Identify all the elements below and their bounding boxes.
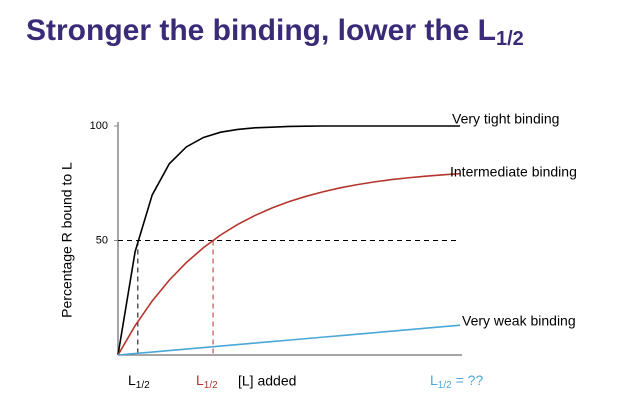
title-sub: 1/2 bbox=[496, 28, 524, 50]
label-main: L bbox=[430, 372, 438, 388]
x-marker-label: L1/2 bbox=[196, 372, 218, 391]
title-main: Stronger the binding, lower the L bbox=[26, 14, 496, 47]
label-rest: = ?? bbox=[452, 372, 484, 388]
label-sub: 1/2 bbox=[438, 380, 452, 391]
label-sub: 1/2 bbox=[204, 380, 218, 391]
y-tick-label: 50 bbox=[96, 234, 108, 246]
series-label: Very tight binding bbox=[452, 111, 559, 127]
chart-title: Stronger the binding, lower the L1/2 bbox=[26, 14, 524, 50]
x-marker-label: L1/2 = ?? bbox=[430, 372, 483, 391]
y-axis-label: Percentage R bound to L bbox=[59, 162, 75, 318]
series-label: Very weak binding bbox=[462, 313, 576, 329]
x-axis-label: [L] added bbox=[238, 373, 296, 389]
y-tick-label: 100 bbox=[90, 120, 108, 132]
label-main: L bbox=[128, 372, 136, 388]
curve bbox=[117, 172, 461, 356]
label-main: L bbox=[196, 372, 204, 388]
curve bbox=[117, 125, 460, 356]
series-label: Intermediate binding bbox=[450, 164, 577, 180]
curve bbox=[117, 324, 461, 356]
label-sub: 1/2 bbox=[136, 380, 150, 391]
x-marker-label: L1/2 bbox=[128, 372, 150, 391]
